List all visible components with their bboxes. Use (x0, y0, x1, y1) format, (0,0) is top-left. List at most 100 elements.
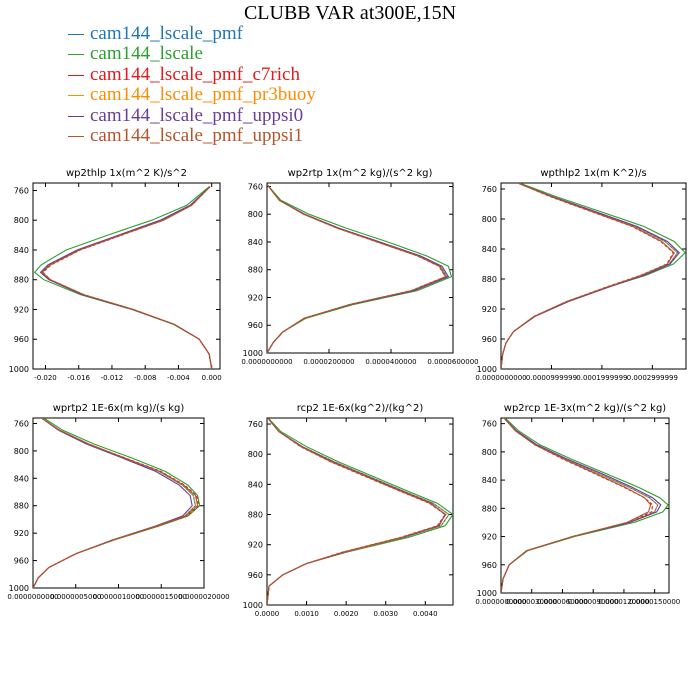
y-tick-label: 760 (248, 182, 263, 191)
x-tick-label: 0.0000000000 (475, 374, 526, 382)
x-tick-label: 0.0000150000 (629, 598, 680, 606)
legend-label: cam144_lscale (90, 43, 203, 65)
y-tick-label: 920 (14, 305, 29, 314)
x-tick-label: 0.0000090000 (568, 598, 619, 606)
x-tick-label: 0.0000060000 (537, 598, 588, 606)
x-tick-label: -0.020 (34, 374, 57, 382)
x-tick-label: -0.008 (134, 374, 157, 382)
series-line (33, 418, 197, 588)
x-tick-label: 0.0010 (294, 610, 319, 618)
legend-entry: cam144_lscale_pmf_pr3buoy (68, 85, 316, 105)
series-line (501, 183, 675, 369)
y-tick-label: 880 (482, 275, 497, 284)
series-line (267, 184, 448, 353)
series-line (267, 418, 453, 605)
x-tick-label: 0.0000120000 (598, 598, 649, 606)
series-line (42, 186, 213, 369)
y-tick-label: 880 (14, 502, 29, 511)
plot-frame (500, 182, 687, 370)
plot-frame (500, 417, 670, 594)
y-tick-label: 880 (248, 266, 263, 275)
y-tick-label: 960 (14, 335, 29, 344)
x-tick-label: 0.0001999999 (576, 374, 627, 382)
y-tick-label: 840 (248, 238, 263, 247)
figure-title: CLUBB VAR at300E,15N (243, 2, 457, 24)
x-tick-label: 0.000 (202, 374, 222, 382)
y-tick-label: 760 (482, 420, 497, 429)
legend-entry: cam144_lscale_pmf_uppsi0 (68, 104, 316, 126)
plot-frame (32, 182, 221, 370)
y-tick-label: 760 (482, 185, 497, 194)
x-tick-label: 0.0000 (255, 610, 280, 618)
series-line (501, 418, 669, 593)
series-line (33, 418, 199, 588)
y-tick-label: 800 (248, 210, 263, 219)
legend-swatch (68, 95, 84, 97)
x-tick-label: 0.0000000000 (7, 593, 58, 601)
x-tick-label: 0.0000030000 (506, 598, 557, 606)
chart-panel: wp2rcp 1E-3x(m^2 kg)/(s^2 kg) 760 800 840 88… (475, 403, 680, 606)
chart-title: wpthlp2 1x(m K^2)/s (540, 168, 646, 179)
y-tick-label: 800 (482, 215, 497, 224)
y-tick-label: 760 (248, 420, 263, 429)
y-tick-label: 840 (248, 480, 263, 489)
series-line (267, 418, 446, 605)
series-line (40, 186, 213, 369)
series-line (501, 418, 654, 593)
chart-panel: rcp2 1E-6x(kg^2)/(kg^2) 760 800 840 880 920 96… (243, 403, 454, 618)
y-tick-label: 880 (482, 504, 497, 513)
y-tick-label: 920 (248, 293, 263, 302)
series-line (501, 418, 659, 593)
series-line (39, 186, 213, 369)
legend-entry: cam144_lscale_pmf (68, 23, 316, 44)
y-tick-label: 1000 (243, 349, 263, 358)
x-tick-label: 0.0040 (413, 610, 438, 618)
chart-panel: wprtp2 1E-6x(m kg)/(s kg) 760 800 840 880 920… (7, 403, 229, 601)
series-line (267, 184, 450, 353)
legend-entry: cam144_lscale_pmf_c7rich (68, 63, 316, 85)
y-tick-label: 800 (14, 447, 29, 456)
legend-label: cam144_lscale_pmf_uppsi1 (90, 125, 304, 147)
y-tick-label: 960 (248, 321, 263, 330)
x-tick-label: 0.0000005000 (50, 593, 101, 601)
chart-panel: wp2rtp 1x(m^2 kg)/(s^2 kg) 760 800 840 880 92… (241, 168, 478, 366)
legend-label: cam144_lscale_pmf_c7rich (90, 63, 300, 85)
legend-entry: cam144_lscale (68, 44, 316, 64)
x-tick-label: -0.004 (167, 374, 190, 382)
series-line (267, 184, 447, 353)
y-tick-label: 920 (482, 533, 497, 542)
series-line (501, 418, 652, 593)
legend-swatch (68, 34, 84, 35)
legend-swatch (68, 136, 84, 138)
x-tick-label: 0.0000999999 (526, 374, 577, 382)
x-tick-label: 0.0000000000 (475, 598, 526, 606)
y-tick-label: 800 (482, 448, 497, 457)
legend-label: cam144_lscale_pmf_uppsi0 (90, 104, 304, 126)
y-tick-label: 840 (482, 245, 497, 254)
x-tick-label: 0.0000200000 (303, 358, 354, 366)
y-tick-label: 840 (14, 246, 29, 255)
y-tick-label: 920 (482, 305, 497, 314)
x-tick-label: 0.0000600000 (427, 358, 478, 366)
series-line (267, 184, 447, 353)
y-tick-label: 920 (14, 529, 29, 538)
y-tick-label: 840 (482, 476, 497, 485)
series-line (33, 186, 213, 369)
series-line (267, 184, 448, 353)
legend-label: cam144_lscale_pmf_pr3buoy (90, 84, 316, 106)
y-tick-label: 840 (14, 474, 29, 483)
plot-frame (266, 417, 454, 606)
series-line (33, 418, 197, 588)
y-tick-label: 1000 (477, 365, 497, 374)
x-tick-label: -0.016 (67, 374, 90, 382)
series-line (501, 418, 662, 593)
y-tick-label: 1000 (243, 601, 263, 610)
x-tick-label: 0.0000000000 (241, 358, 292, 366)
y-tick-label: 960 (482, 335, 497, 344)
series-line (501, 183, 675, 369)
chart-title: rcp2 1E-6x(kg^2)/(kg^2) (297, 403, 424, 414)
x-tick-label: 0.0000400000 (365, 358, 416, 366)
series-line (33, 418, 193, 588)
x-tick-label: 0.0000020000 (178, 593, 229, 601)
